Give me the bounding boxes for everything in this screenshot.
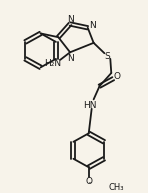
Text: O: O	[85, 177, 92, 186]
Text: H₂N: H₂N	[44, 59, 61, 68]
Text: CH₃: CH₃	[108, 184, 124, 192]
Text: O: O	[114, 72, 121, 81]
Text: HN: HN	[83, 101, 96, 110]
Text: S: S	[104, 52, 110, 61]
Text: N: N	[67, 54, 73, 63]
Text: N: N	[67, 15, 73, 24]
Text: N: N	[89, 21, 96, 30]
